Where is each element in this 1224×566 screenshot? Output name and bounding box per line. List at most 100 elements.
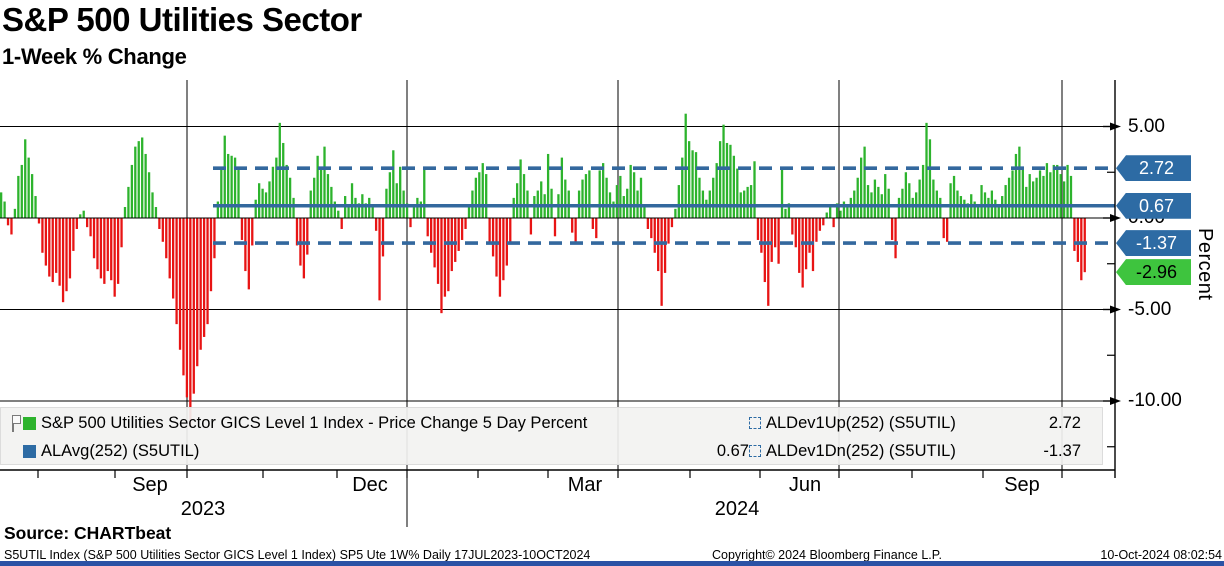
price-bar [247, 218, 250, 290]
price-bar [79, 214, 82, 218]
price-bar [168, 218, 171, 279]
price-bar [48, 218, 51, 277]
price-bar [75, 218, 78, 229]
price-bar [443, 218, 447, 297]
page-title: S&P 500 Utilities Sector [2, 1, 362, 38]
price-bar [106, 218, 109, 272]
price-bar [829, 207, 832, 218]
price-bar [529, 218, 533, 235]
x-month-label: Jun [788, 474, 822, 496]
price-bar [705, 199, 708, 218]
price-bar [419, 201, 422, 218]
legend-item-alavg[interactable]: ALAvg(252) (S5UTIL) 0.67 [9, 441, 749, 461]
chart-plot-area[interactable] [0, 80, 1224, 530]
price-bar [684, 113, 687, 218]
price-bar [481, 163, 484, 218]
price-bar [691, 150, 694, 218]
x-year-label: 2023 [180, 498, 226, 520]
price-bar [440, 218, 443, 314]
price-bar [378, 218, 381, 301]
price-bar [158, 218, 161, 229]
price-bar [839, 210, 842, 218]
study-value-badge: 0.67 [1116, 192, 1191, 219]
price-bar [464, 218, 467, 229]
price-bar [319, 168, 323, 218]
price-bar [147, 172, 151, 218]
legend-value: 2.72 [1048, 413, 1081, 432]
price-bar [103, 218, 106, 284]
price-bar [10, 218, 13, 235]
price-bar [491, 218, 495, 257]
price-bar [295, 218, 299, 246]
price-bar [863, 146, 866, 218]
y-axis-title: Percent [1194, 228, 1216, 301]
price-bar [1042, 175, 1045, 218]
x-month-label: Dec [352, 474, 388, 496]
price-bar [436, 218, 440, 284]
price-bar [849, 197, 852, 218]
price-bar [161, 218, 164, 242]
price-bar [474, 177, 478, 218]
legend-item-price-change[interactable]: S&P 500 Utilities Sector GICS Level 1 In… [9, 413, 749, 433]
price-bar [753, 161, 756, 218]
legend-value: -1.37 [1043, 441, 1081, 460]
pin-icon[interactable] [9, 413, 23, 433]
price-bar [405, 203, 409, 218]
price-bar [973, 201, 976, 218]
price-bar [192, 218, 195, 394]
price-bar [553, 218, 557, 237]
price-bar [172, 218, 175, 299]
price-bar [698, 177, 701, 218]
price-bar [942, 218, 945, 239]
copyright-text: Copyright© 2024 Bloomberg Finance L.P. [712, 548, 942, 562]
price-bar [347, 205, 350, 218]
price-bar [316, 155, 319, 218]
price-bar [209, 218, 213, 292]
price-bar [722, 124, 725, 218]
y-tick-arrow-icon [1110, 397, 1121, 405]
legend-item-aldev1up[interactable]: ALDev1Up(252) (S5UTIL) 2.72 [749, 414, 1094, 433]
price-bar [55, 218, 58, 273]
price-bar [388, 172, 392, 218]
price-bar [154, 207, 158, 218]
price-bar [17, 175, 20, 218]
price-bar [1025, 186, 1028, 218]
price-bar [447, 218, 450, 292]
price-bar [278, 122, 281, 218]
price-bar [674, 208, 677, 218]
price-bar [44, 218, 48, 266]
legend-label: ALAvg(252) (S5UTIL) [41, 441, 200, 460]
x-year-label: 2024 [714, 498, 760, 520]
price-bar [1038, 170, 1042, 218]
price-bar [598, 170, 601, 218]
price-bar [1056, 164, 1059, 218]
price-bar [488, 218, 491, 242]
price-bar [1080, 218, 1083, 281]
price-bar [595, 218, 598, 239]
price-bar [92, 218, 96, 259]
price-bar [677, 185, 680, 218]
price-bar [987, 197, 990, 218]
blue-swatch-icon [23, 444, 36, 458]
price-bar [478, 172, 481, 218]
price-bar [787, 203, 791, 218]
legend-item-aldev1dn[interactable]: ALDev1Dn(252) (S5UTIL) -1.37 [749, 442, 1094, 461]
info-bar: S5UTIL Index (S&P 500 Utilities Sector G… [0, 548, 1224, 562]
price-bar [663, 218, 667, 273]
price-bar [925, 122, 928, 218]
price-bar [584, 174, 588, 218]
price-bar [1028, 174, 1031, 218]
price-bar [694, 152, 698, 218]
price-bar [505, 218, 508, 266]
price-bar [454, 218, 457, 262]
price-bar [460, 218, 464, 240]
price-bar [732, 155, 736, 218]
price-bar [605, 177, 608, 218]
price-bar [127, 186, 130, 218]
price-bar [120, 218, 123, 248]
price-bar [963, 199, 966, 218]
price-bar [116, 218, 120, 284]
price-bar [784, 208, 787, 218]
price-bar [835, 203, 839, 218]
price-bar [213, 218, 216, 259]
